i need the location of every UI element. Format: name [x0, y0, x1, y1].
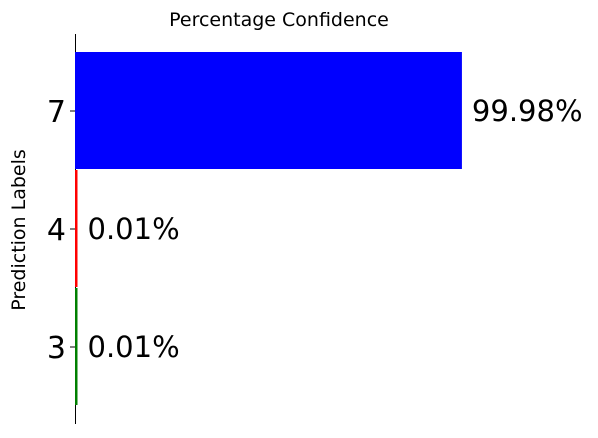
y-tick-label-7: 7	[47, 95, 66, 130]
value-label-3: 0.01%	[88, 330, 180, 364]
bars-layer: 3 0.01% 4 0.01% 7 99.98%	[47, 52, 583, 405]
bar-7	[75, 52, 462, 169]
chart-title: Percentage Confidence	[169, 9, 389, 31]
y-axis-label: Prediction Labels	[8, 149, 30, 311]
bar-3	[75, 288, 78, 405]
bar-4	[75, 170, 78, 287]
value-label-4: 0.01%	[88, 212, 180, 246]
y-tick-label-3: 3	[47, 331, 66, 366]
y-tick-label-4: 4	[47, 213, 66, 248]
value-label-7: 99.98%	[472, 94, 583, 128]
